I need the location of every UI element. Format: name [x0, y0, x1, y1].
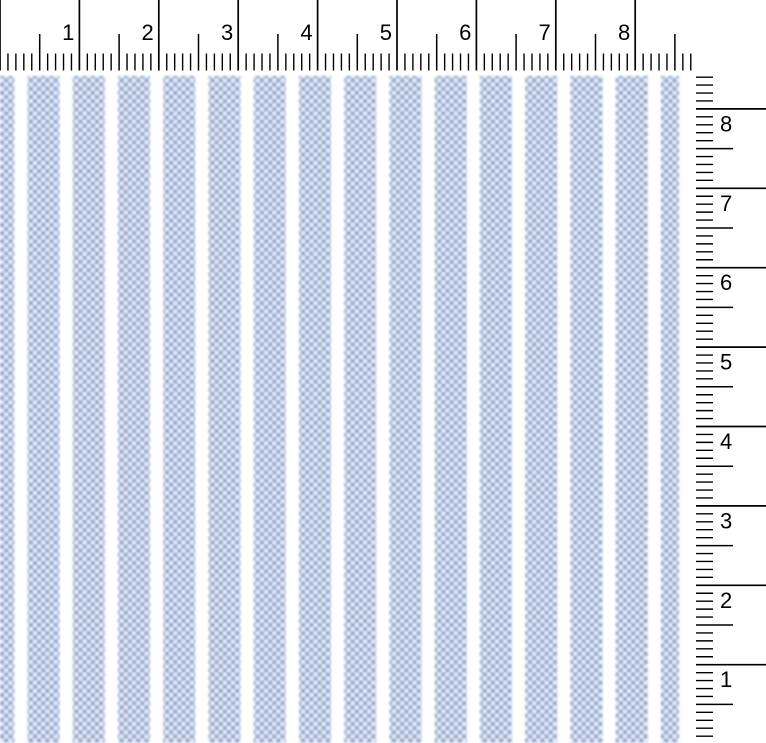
svg-text:7: 7: [720, 191, 732, 216]
svg-text:4: 4: [720, 429, 732, 454]
svg-text:6: 6: [459, 20, 471, 45]
svg-text:5: 5: [380, 20, 392, 45]
svg-text:4: 4: [300, 20, 312, 45]
svg-text:8: 8: [720, 111, 732, 136]
svg-text:2: 2: [720, 588, 732, 613]
svg-text:1: 1: [62, 20, 74, 45]
svg-text:5: 5: [720, 350, 732, 375]
svg-text:3: 3: [221, 20, 233, 45]
svg-text:7: 7: [539, 20, 551, 45]
svg-text:3: 3: [720, 508, 732, 533]
svg-text:6: 6: [720, 270, 732, 295]
svg-text:2: 2: [142, 20, 154, 45]
svg-text:8: 8: [618, 20, 630, 45]
svg-text:1: 1: [720, 667, 732, 692]
